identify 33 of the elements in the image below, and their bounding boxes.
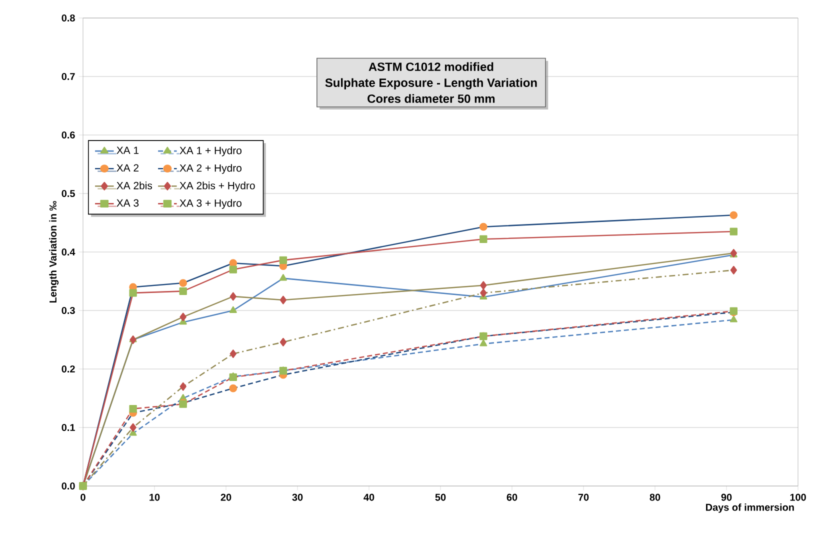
y-axis-title: Length Variation in ‰ [49, 200, 59, 303]
legend-label: XA 2 + Hydro [180, 164, 242, 174]
text: ASTM C1012 modified [368, 62, 494, 72]
x-tick-label: 60 [506, 494, 518, 501]
legend-label: XA 2bis [116, 182, 152, 190]
y-tick-label: 0.6 [62, 131, 75, 139]
x-tick-label: 50 [435, 494, 446, 501]
y-tick-label: 0.0 [62, 482, 75, 490]
legend-label: XA 2bis + Hydro [180, 182, 255, 192]
legend-label: XA 3 + Hydro [180, 199, 242, 209]
y-tick-label: 0.5 [62, 190, 75, 198]
x-tick-label: 20 [220, 494, 232, 501]
x-tick-label: 0 [80, 494, 86, 501]
x-tick-label: 100 [790, 494, 806, 501]
x-axis-title: Days of immersion [706, 504, 794, 513]
legend-label: XA 2 [116, 164, 139, 172]
y-tick-label: 0.2 [62, 365, 75, 373]
x-tick-label: 70 [578, 494, 589, 501]
y-tick-label: 0.4 [62, 248, 76, 256]
x-tick-label: 30 [292, 494, 303, 501]
y-tick-label: 0.3 [62, 306, 75, 314]
x-tick-label: 80 [650, 494, 660, 501]
text: Sulphate Exposure - Length Variation [325, 78, 537, 90]
y-tick-label: 0.7 [62, 72, 75, 80]
legend-label: XA 1 + Hydro [180, 146, 242, 156]
legend-label: XA 3 [116, 199, 139, 207]
annotation: Cores diameter 50 mm [368, 94, 495, 103]
x-tick-label: 90 [721, 494, 732, 501]
x-tick-label: 10 [150, 494, 160, 501]
legend-label: XA 1 [116, 146, 139, 154]
x-tick-label: 40 [364, 494, 374, 501]
y-tick-label: 0.1 [62, 424, 75, 432]
y-tick-label: 0.8 [62, 14, 75, 22]
